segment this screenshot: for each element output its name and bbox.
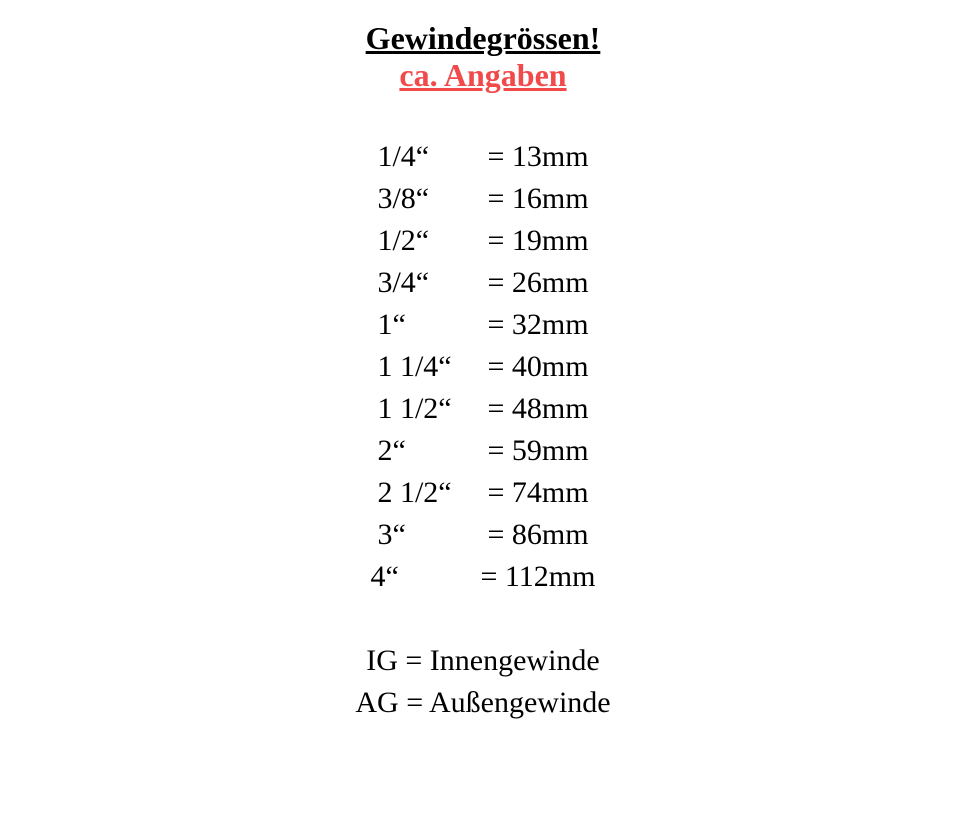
size-label: 3/4“ [377,262,487,304]
size-label: 2“ [377,430,487,472]
size-value: = 40mm [487,346,588,388]
size-value: = 32mm [487,304,588,346]
size-value: = 112mm [481,556,596,598]
table-row: 3/8“ = 16mm [377,178,588,220]
table-row: 2 1/2“ = 74mm [377,472,588,514]
document-container: Gewindegrössen! ca. Angaben 1/4“ = 13mm … [0,20,966,724]
table-row: 2“ = 59mm [377,430,588,472]
size-label: 3/8“ [377,178,487,220]
legend-row: IG = Innengewinde [366,640,600,682]
table-row: 3/4“ = 26mm [377,262,588,304]
size-value: = 19mm [487,220,588,262]
table-row: 3“ = 86mm [377,514,588,556]
table-row: 1 1/2“ = 48mm [377,388,588,430]
size-label: 4“ [371,556,481,598]
size-value: = 26mm [487,262,588,304]
table-row: 1“ = 32mm [377,304,588,346]
page-subtitle: ca. Angaben [399,57,566,94]
size-label: 1/4“ [377,136,487,178]
size-value: = 48mm [487,388,588,430]
size-value: = 74mm [487,472,588,514]
table-row: 1 1/4“ = 40mm [377,346,588,388]
table-row: 1/4“ = 13mm [377,136,588,178]
size-value: = 13mm [487,136,588,178]
size-value: = 16mm [487,178,588,220]
size-value: = 86mm [487,514,588,556]
legend-row: AG = Außengewinde [355,682,610,724]
table-row: 1/2“ = 19mm [377,220,588,262]
size-label: 1/2“ [377,220,487,262]
size-label: 1 1/4“ [377,346,487,388]
table-row: 4“ = 112mm [371,556,596,598]
sizes-table: 1/4“ = 13mm 3/8“ = 16mm 1/2“ = 19mm 3/4“… [371,136,596,598]
size-label: 1“ [377,304,487,346]
size-value: = 59mm [487,430,588,472]
size-label: 3“ [377,514,487,556]
legend: IG = Innengewinde AG = Außengewinde [355,640,610,724]
size-label: 2 1/2“ [377,472,487,514]
page-title: Gewindegrössen! [366,20,601,57]
size-label: 1 1/2“ [377,388,487,430]
